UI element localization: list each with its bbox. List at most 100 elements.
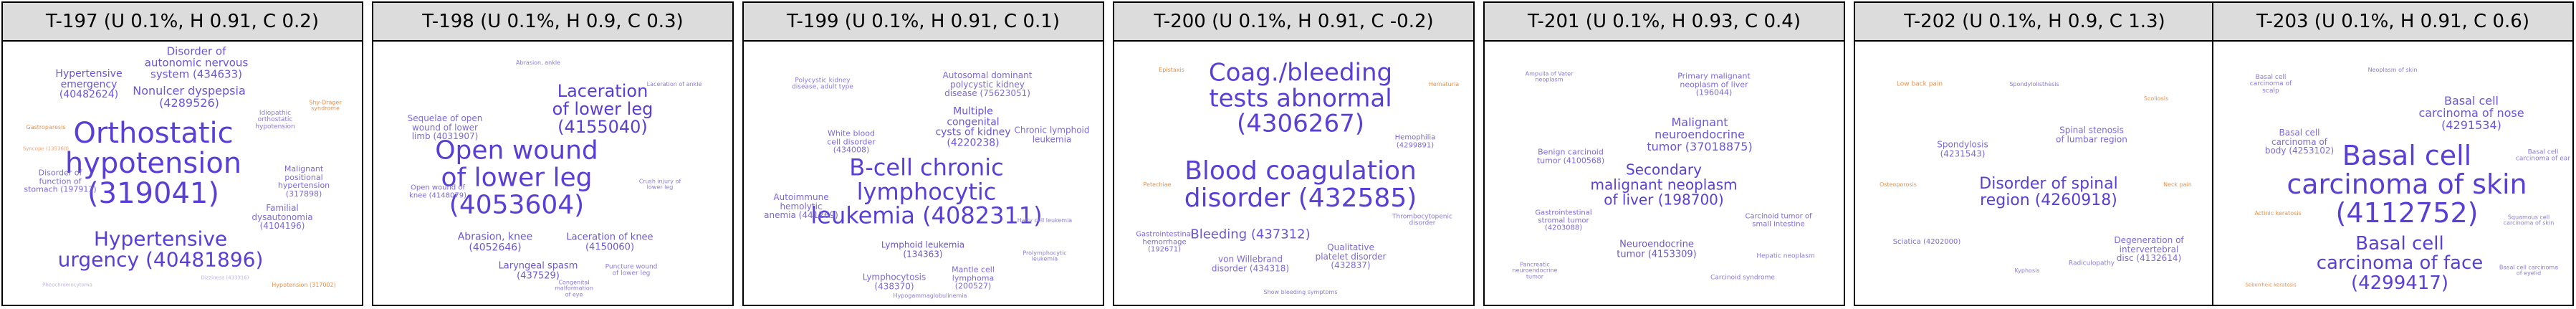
cloud-term: Dizziness (433316) <box>201 275 249 281</box>
panel-header: T-200 (U 0.1%, H 0.91, C -0.2) <box>1114 3 1473 42</box>
cloud-term: Laceration of knee (4150060) <box>566 232 653 252</box>
cloud-term: Basal cell carcinoma of face (4299417) <box>2316 233 2484 294</box>
cloud-term: Neoplasm of skin <box>2367 66 2418 73</box>
cloud-term: Carcinoid syndrome <box>1710 274 1775 282</box>
cloud-term: Pheochromocytoma <box>42 282 92 288</box>
cloud-term: Multiple congenital cysts of kidney (422023… <box>935 105 1011 149</box>
cloud-term: Nonulcer dyspepsia (4289526) <box>133 84 246 110</box>
cloud-term: Malignant positional hypertension (317898) <box>277 163 330 199</box>
topic-panel: T-199 (U 0.1%, H 0.91, C 0.1) B-cell chro… <box>742 1 1104 306</box>
panel-header: T-203 (U 0.1%, H 0.91, C 0.6) <box>2213 3 2572 42</box>
cloud-term: Gastrointestinal hemorrhage (192671) <box>1136 230 1193 254</box>
cloud-term: Spinal stenosis of lumbar region <box>2056 125 2127 144</box>
panel-title: T-202 (U 0.1%, H 0.9, C 1.3) <box>1904 11 2165 32</box>
cloud-term: Abrasion, knee (4052646) <box>457 231 533 253</box>
topic-panel: T-203 (U 0.1%, H 0.91, C 0.6) Basal cell c… <box>2212 1 2574 306</box>
cloud-term: Basal cell carcinoma of skin (4112752) <box>2287 140 2527 229</box>
cloud-term: von Willebrand disorder (434318) <box>1211 254 1290 273</box>
cloud-term: Laceration of lower leg (4155040) <box>552 81 653 138</box>
cloud-term: Hairy cell leukemia <box>1017 217 1073 224</box>
cloud-term: Benign carcinoid tumor (4100568) <box>1536 147 1605 165</box>
cloud-term: Disorder of spinal region (4260918) <box>1979 174 2118 209</box>
cloud-term: Crush injury of lower leg <box>638 178 681 191</box>
panel-title: T-198 (U 0.1%, H 0.9, C 0.3) <box>422 11 684 32</box>
word-cloud: Blood coagulation disorder (432585) Coag./… <box>1114 42 1473 305</box>
cloud-term: Primary malignant neoplasm of liver (19604… <box>1677 71 1751 98</box>
cloud-term: Orthostatic hypotension (319041) <box>64 117 242 210</box>
cloud-term: Basal cell carcinoma of nose (4291534) <box>2418 93 2524 132</box>
cloud-term: Hemophilia (4299891) <box>1394 133 1436 149</box>
cloud-term: Epistaxis <box>1159 66 1184 73</box>
panel-header: T-202 (U 0.1%, H 0.9, C 1.3) <box>1855 3 2214 42</box>
cloud-term: Laryngeal spasm (437529) <box>498 260 578 281</box>
cloud-term: Autosomal dominant polycystic kidney disea… <box>942 70 1033 99</box>
cloud-term: Pancreatic neuroendocrine tumor <box>1512 261 1558 280</box>
cloud-term: Puncture wound of lower leg <box>605 263 658 277</box>
word-cloud: B-cell chronic lymphocytic leukemia (40823… <box>744 42 1103 305</box>
cloud-term: Thrombocytopenic disorder <box>1392 213 1452 227</box>
cloud-term: Gastrointestinal stromal tumor (4203088) <box>1535 209 1592 232</box>
cloud-term: Spondylosis (4231543) <box>1937 139 1988 158</box>
cloud-term: Show bleeding symptoms <box>1263 288 1338 295</box>
cloud-term: Bleeding (437312) <box>1190 227 1311 242</box>
cloud-term: Syncope (135360) <box>22 146 70 152</box>
word-cloud: Disorder of spinal region (4260918) Spinal… <box>1855 42 2214 305</box>
panel-header: T-199 (U 0.1%, H 0.91, C 0.1) <box>744 3 1103 42</box>
cloud-term: Malignant neuroendocrine tumor (37018875) <box>1647 115 1753 153</box>
cloud-term: Chronic lymphoid leukemia <box>1014 125 1090 144</box>
panel-title: T-200 (U 0.1%, H 0.91, C -0.2) <box>1154 11 1434 32</box>
cloud-term: Idiopathic orthostatic hypotension <box>255 109 295 130</box>
cloud-term: Hypogammaglobulinemia <box>893 292 967 299</box>
cloud-term: Sequelae of open wound of lower limb (4031… <box>407 113 483 142</box>
cloud-term: Ampulla of Vater neoplasm <box>1525 70 1574 83</box>
cloud-term: Hypertensive emergency (40482624) <box>55 67 123 101</box>
cloud-term: Open wound of lower leg (4053604) <box>435 136 598 219</box>
topic-panel: T-198 (U 0.1%, H 0.9, C 0.3) Open wound of… <box>372 1 734 306</box>
cloud-term: Lymphocytosis (438370) <box>862 272 927 291</box>
cloud-term: Spondylolisthesis <box>2009 80 2059 87</box>
cloud-term: Carcinoid tumor of small intestine <box>1745 212 1812 228</box>
cloud-term: Osteoporosis <box>1880 181 1917 188</box>
cloud-term: Polycystic kidney disease, adult type <box>792 77 853 91</box>
cloud-term: Scoliosis <box>2143 95 2169 102</box>
cloud-term: Open wound of knee (4148079) <box>409 184 466 199</box>
panel-title: T-203 (U 0.1%, H 0.91, C 0.6) <box>2256 11 2529 32</box>
cloud-term: Basal cell carcinoma of ear <box>2515 148 2571 163</box>
cloud-term: Neuroendocrine tumor (4153309) <box>1617 239 1697 260</box>
cloud-term: Qualitative platelet disorder (432837) <box>1315 242 1387 271</box>
cloud-term: Disorder of function of stomach (197913) <box>24 168 97 194</box>
topic-panel: T-201 (U 0.1%, H 0.93, C 0.4) Secondary ma… <box>1483 1 1845 306</box>
word-cloud: Orthostatic hypotension (319041) Hypertensi… <box>3 42 362 305</box>
cloud-term: Sciatica (4202000) <box>1892 237 1961 246</box>
cloud-term: Prolymphocytic leukemia <box>1023 249 1067 262</box>
word-cloud: Open wound of lower leg (4053604) Laceratio… <box>373 42 732 305</box>
cloud-term: Neck pain <box>2163 181 2192 188</box>
cloud-term: Hepatic neoplasm <box>1756 252 1815 260</box>
panel-title: T-197 (U 0.1%, H 0.91, C 0.2) <box>46 11 319 32</box>
topic-panel: T-202 (U 0.1%, H 0.9, C 1.3) Disorder of … <box>1854 1 2216 306</box>
cloud-term: Mantle cell lymphoma (200527) <box>952 265 995 291</box>
cloud-term: Congenital malformation of eye <box>555 279 593 298</box>
cloud-term: Shy-Drager syndrome <box>309 99 342 112</box>
cloud-term: Radiculopathy <box>2068 260 2115 267</box>
cloud-term: Low back pain <box>1896 80 1943 88</box>
cloud-term: Actinic keratosis <box>2254 209 2302 217</box>
cloud-term: Laceration of ankle <box>646 80 702 87</box>
cloud-term: Seborrheic keratosis <box>2245 282 2297 288</box>
cloud-term: Disorder of autonomic nervous system (4346… <box>144 44 249 80</box>
panel-header: T-201 (U 0.1%, H 0.93, C 0.4) <box>1485 3 1844 42</box>
panel-title: T-201 (U 0.1%, H 0.93, C 0.4) <box>1528 11 1801 32</box>
panel-header: T-197 (U 0.1%, H 0.91, C 0.2) <box>3 3 362 42</box>
cloud-term: B-cell chronic lymphocytic leukemia (40823… <box>810 153 1043 229</box>
word-cloud: Secondary malignant neoplasm of liver (198… <box>1485 42 1844 305</box>
topic-panel: T-197 (U 0.1%, H 0.91, C 0.2) Orthostatic… <box>1 1 363 306</box>
panel-header: T-198 (U 0.1%, H 0.9, C 0.3) <box>373 3 732 42</box>
cloud-term: Secondary malignant neoplasm of liver (198… <box>1590 161 1738 209</box>
cloud-term: Hypotension (317002) <box>272 281 336 288</box>
cloud-term: Abrasion, ankle <box>516 59 560 66</box>
cloud-term: Hematuria <box>1428 80 1460 87</box>
cloud-term: Hypertensive urgency (40481896) <box>57 227 264 272</box>
word-cloud: Basal cell carcinoma of skin (4112752) Basa… <box>2213 42 2572 305</box>
cloud-term: White blood cell disorder (434008) <box>827 128 876 155</box>
cloud-term: Coag./bleeding tests abnormal (4306267) <box>1208 58 1393 138</box>
